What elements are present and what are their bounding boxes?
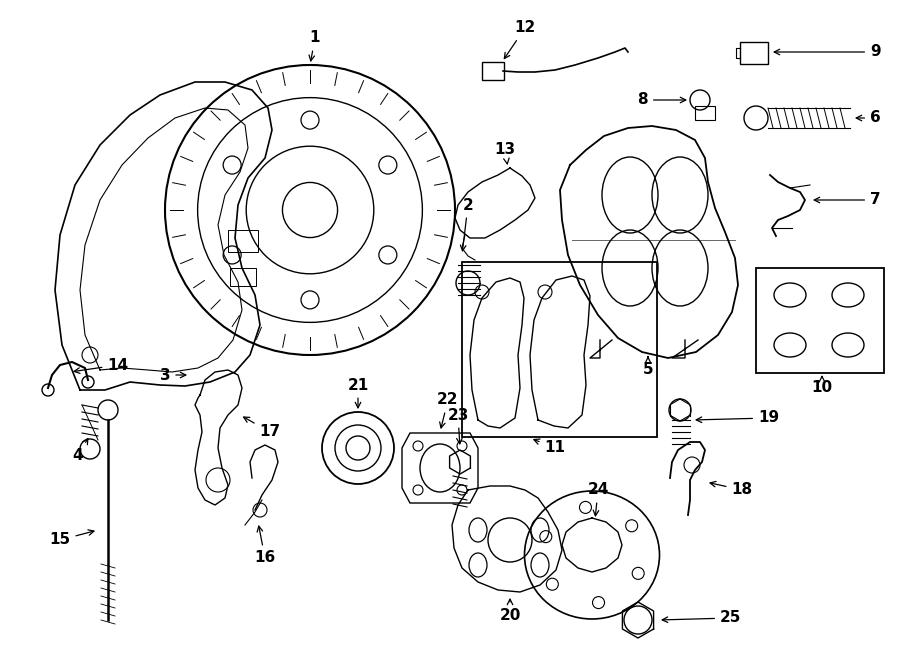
Text: 8: 8 <box>637 93 686 108</box>
Text: 12: 12 <box>504 20 536 59</box>
Text: 15: 15 <box>50 529 94 547</box>
Text: 14: 14 <box>74 358 129 373</box>
Bar <box>756 268 884 373</box>
Text: 16: 16 <box>255 526 275 566</box>
Text: 17: 17 <box>244 417 281 440</box>
Text: 9: 9 <box>774 44 880 59</box>
Text: 7: 7 <box>814 192 880 208</box>
Text: 4: 4 <box>73 439 88 463</box>
Text: 6: 6 <box>856 110 881 126</box>
Bar <box>740 42 768 64</box>
Text: 22: 22 <box>437 393 459 428</box>
Text: 3: 3 <box>159 368 185 383</box>
Bar <box>230 268 256 286</box>
Bar <box>228 230 258 252</box>
Text: 23: 23 <box>447 407 469 444</box>
Text: 10: 10 <box>812 376 833 395</box>
Text: 1: 1 <box>309 30 320 61</box>
Text: 20: 20 <box>500 599 521 623</box>
Text: 11: 11 <box>534 439 565 455</box>
Text: 25: 25 <box>662 611 742 625</box>
Bar <box>695 106 715 120</box>
Text: 18: 18 <box>710 481 752 498</box>
Text: 19: 19 <box>697 410 779 426</box>
Bar <box>462 262 657 437</box>
Text: 13: 13 <box>494 143 516 164</box>
Bar <box>482 62 504 80</box>
Text: 21: 21 <box>347 377 369 408</box>
Text: 2: 2 <box>461 198 473 251</box>
Text: 24: 24 <box>588 483 608 516</box>
Text: 5: 5 <box>643 357 653 377</box>
